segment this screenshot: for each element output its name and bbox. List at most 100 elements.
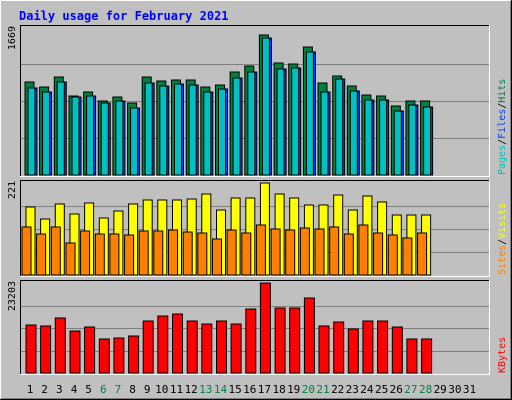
x-tick-label-day-28: 28 [419,383,432,396]
x-tick-label-day-29: 29 [434,383,447,396]
legend-visits: Visits [497,203,508,239]
bar-pages-day-20 [305,51,314,176]
legend-separator: / [497,239,508,245]
bar-kbytes-day-18 [274,307,286,374]
bar-sites-day-28 [417,232,428,276]
x-tick-label-day-15: 15 [228,383,241,396]
bar-kbytes-day-23 [347,328,359,374]
bar-sites-day-17 [255,224,266,276]
x-tick-label-day-5: 5 [85,383,92,396]
bar-kbytes-day-19 [289,307,301,374]
chart-panels: 1669Pages/Files/Hits221Sites/Visits23203… [7,25,508,375]
x-tick-label-day-13: 13 [199,383,212,396]
bar-pages-day-12 [188,84,197,176]
x-tick-label-day-26: 26 [390,383,403,396]
bar-pages-day-1 [27,87,36,176]
bar-sites-day-20 [299,227,310,276]
x-tick-label-day-30: 30 [448,383,461,396]
legend-pages: Pages [497,145,508,175]
panel-max-label: 23203 [7,281,18,311]
bar-sites-day-21 [314,228,325,276]
bar-kbytes-day-1 [25,324,37,374]
x-tick-label-day-22: 22 [331,383,344,396]
legend-files: Files [497,109,508,139]
series-sites [21,224,428,276]
bar-pages-day-6 [100,102,109,176]
bar-kbytes-day-24 [362,320,374,374]
bar-kbytes-day-9 [142,320,154,374]
bar-pages-day-5 [86,95,95,176]
chart-title: Daily usage for February 2021 [19,9,229,23]
x-tick-label-day-8: 8 [129,383,136,396]
x-tick-label-day-20: 20 [302,383,315,396]
legend-sites: Sites [497,245,508,275]
bar-sites-day-14 [212,238,222,276]
panel-max-label: 1669 [7,26,18,50]
x-tick-label-day-3: 3 [56,383,63,396]
bar-pages-day-27 [408,104,417,176]
bar-kbytes-day-6 [98,338,110,374]
bar-kbytes-day-14 [216,320,227,374]
panel-legend-label: KBytes [497,337,508,373]
legend-kbytes: KBytes [497,337,508,373]
x-tick-label-day-21: 21 [316,383,329,396]
bar-sites-day-7 [109,233,120,276]
x-tick-label-day-4: 4 [71,383,78,396]
bar-sites-day-22 [329,226,340,276]
bar-kbytes-day-5 [84,326,96,374]
x-tick-label-day-17: 17 [258,383,271,396]
bar-kbytes-day-4 [69,330,81,374]
x-tick-label-day-14: 14 [214,383,228,396]
x-tick-label-day-9: 9 [144,383,151,396]
bar-sites-day-25 [373,232,384,276]
bar-pages-day-26 [393,110,402,176]
bar-sites-day-5 [80,230,91,276]
bar-pages-day-10 [159,85,168,176]
x-tick-label-day-24: 24 [360,383,374,396]
bar-pages-day-28 [423,106,432,176]
x-tick-label-day-19: 19 [287,383,300,396]
bar-pages-day-21 [320,91,329,176]
bar-pages-day-17 [261,37,270,176]
bar-kbytes-day-11 [172,313,183,374]
bar-pages-day-13 [203,91,212,176]
x-axis-day-labels: 1 2 3 4 5 6 7 8 9 10 11 12 13 14 15 16 17 18 19 20 21 22 23 24 2… [27,383,476,396]
bar-sites-day-19 [285,229,296,276]
bar-kbytes-day-12 [186,320,198,374]
legend-separator: / [497,103,508,109]
bar-kbytes-day-3 [54,317,66,374]
x-tick-label-day-1: 1 [27,383,34,396]
bar-pages-day-3 [56,81,65,176]
panel-legend-label: Pages/Files/Hits [497,79,508,175]
bar-sites-day-27 [402,237,413,276]
x-tick-label-day-10: 10 [155,383,168,396]
bar-pages-day-25 [379,99,388,176]
bar-sites-day-24 [358,224,369,276]
bar-sites-day-18 [270,228,281,276]
bar-kbytes-day-27 [406,338,418,374]
bar-pages-day-11 [174,83,182,176]
series-kbytes [25,282,433,374]
x-tick-label-day-25: 25 [375,383,388,396]
bar-sites-day-16 [241,232,252,276]
bar-pages-day-2 [42,91,51,176]
bar-sites-day-10 [153,230,164,276]
bar-kbytes-day-13 [201,323,213,374]
legend-hits: Hits [497,79,508,103]
bar-kbytes-day-2 [40,325,52,374]
bar-sites-day-23 [343,233,354,276]
bar-pages-day-8 [130,107,139,176]
x-tick-label-day-16: 16 [243,383,256,396]
bar-kbytes-day-15 [230,323,242,374]
panel-sites-visits: 221 Sites/Visits [7,180,508,277]
bar-sites-day-9 [138,230,149,276]
bar-pages-day-23 [349,90,358,176]
x-tick-label-day-18: 18 [272,383,285,396]
bar-sites-day-15 [226,229,237,276]
bar-sites-day-13 [197,232,208,276]
panel-legend-label: Sites/Visits [497,203,508,275]
bar-kbytes-day-25 [377,320,389,374]
panel-max-label: 221 [7,181,18,199]
